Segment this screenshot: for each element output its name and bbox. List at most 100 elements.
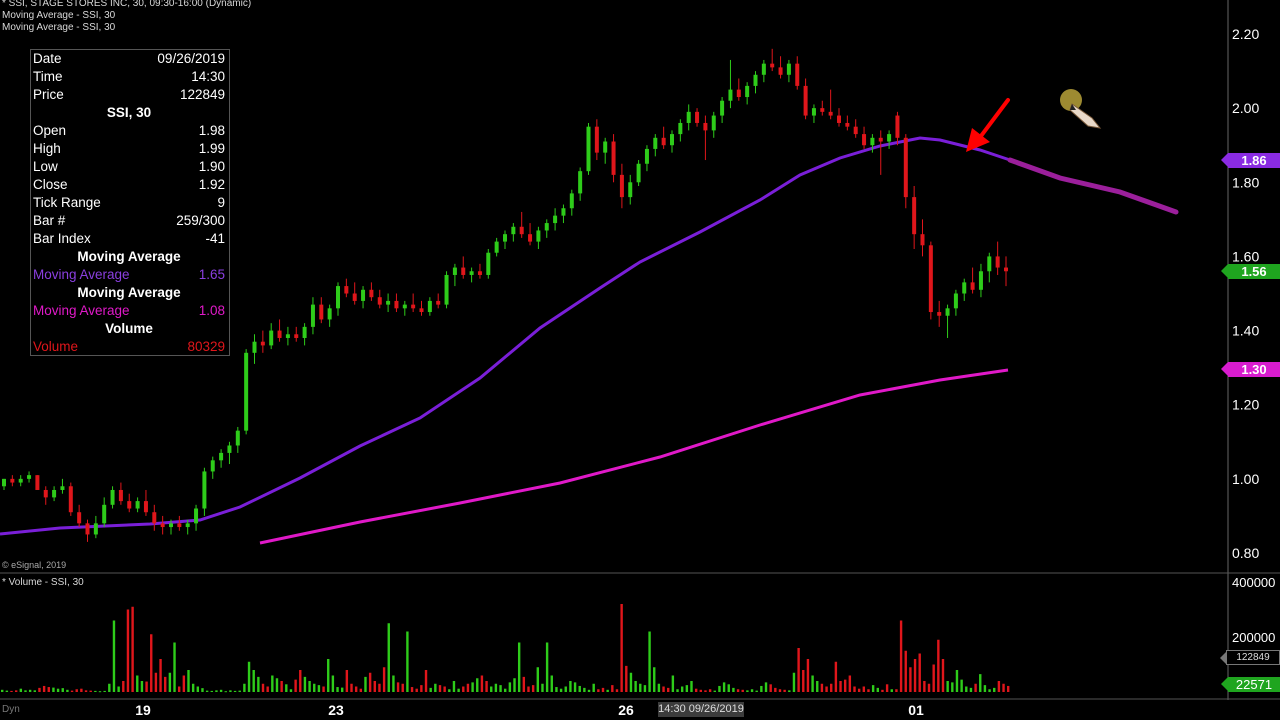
ma1-price-tag: 1.86	[1221, 153, 1280, 168]
volume-bar	[210, 690, 213, 692]
candle-body	[2, 478, 6, 487]
volume-bar	[359, 688, 363, 692]
candle-body	[528, 234, 533, 242]
volume-bar	[555, 687, 558, 692]
volume-bar	[112, 620, 116, 692]
candle-body	[461, 267, 466, 275]
candle-body	[10, 478, 15, 483]
candle-body	[761, 63, 766, 75]
volume-bar	[955, 670, 959, 692]
info-symbol: SSI, 30	[106, 105, 152, 120]
volume-bar	[741, 689, 744, 692]
volume-bar	[592, 683, 595, 692]
candle-body	[118, 489, 123, 502]
info-row-price: Price 122849	[33, 87, 225, 102]
candle-body	[43, 489, 48, 498]
volume-bar	[885, 684, 889, 692]
candle-body	[778, 67, 783, 75]
volume-bar	[252, 670, 255, 692]
volume-bar	[168, 672, 172, 692]
candle-body	[152, 512, 157, 524]
volume-bar	[131, 606, 134, 692]
candle-body	[402, 304, 407, 309]
volume-bar	[797, 648, 800, 692]
volume-bar	[494, 683, 498, 692]
volume-bar	[438, 685, 442, 692]
volume-bar	[340, 687, 344, 692]
volume-bar	[98, 691, 102, 693]
volume-bar	[66, 689, 69, 692]
candle-body	[970, 282, 975, 290]
volume-bar	[117, 686, 120, 692]
copyright-label: © eSignal, 2019	[2, 560, 67, 570]
volume-bar	[457, 688, 460, 692]
volume-bar	[354, 686, 358, 692]
volume-bar	[559, 688, 563, 692]
volume-tick-label: 400000	[1232, 575, 1275, 590]
candle-body	[102, 504, 107, 524]
candle-body	[853, 126, 858, 135]
volume-bar	[271, 675, 274, 692]
price-tick-label: 1.20	[1232, 397, 1259, 413]
volume-bar	[247, 661, 251, 692]
volume-bar	[387, 623, 390, 692]
volume-bar	[708, 689, 712, 692]
volume-bar	[648, 631, 651, 692]
volume-bar	[676, 689, 679, 692]
volume-bar	[974, 683, 977, 692]
volume-bar	[313, 683, 316, 692]
candle-body	[753, 74, 758, 86]
volume-bar	[522, 676, 526, 692]
pencil-tip-icon	[1070, 104, 1076, 110]
volume-bar	[909, 667, 912, 692]
candle-body	[653, 137, 658, 149]
candle-body	[310, 304, 315, 327]
volume-bar	[24, 690, 27, 692]
volume-bar	[746, 690, 749, 692]
volume-last-tag: 22571	[1221, 677, 1280, 692]
volume-bar	[266, 686, 269, 692]
candle-body	[210, 460, 215, 472]
info-row-bar-index: Bar Index -41	[33, 231, 225, 246]
volume-bar	[541, 683, 544, 692]
price-tick-label: 2.00	[1232, 100, 1259, 116]
volume-bar	[508, 682, 512, 692]
price-tick-label: 1.40	[1232, 323, 1259, 339]
volume-bar	[531, 685, 535, 692]
candle-body	[503, 234, 507, 242]
volume-bar	[778, 689, 782, 692]
info-row-high: High 1.99	[33, 141, 225, 156]
volume-bar	[238, 690, 241, 692]
candle-body	[93, 523, 98, 535]
candle-body	[695, 111, 700, 123]
volume-tick-label: 200000	[1232, 630, 1275, 645]
volume-bar	[47, 687, 50, 692]
candle-body	[235, 430, 240, 446]
candle-body	[578, 171, 583, 194]
volume-bar	[280, 681, 283, 692]
candle-body	[135, 501, 140, 509]
pencil-cursor-icon	[1069, 103, 1102, 129]
candle-body	[377, 297, 382, 305]
candle-body	[169, 523, 173, 528]
candle-body	[344, 286, 349, 294]
candle-body	[920, 234, 925, 246]
volume-bar	[103, 690, 106, 692]
candle-body	[85, 523, 90, 535]
volume-bar	[38, 687, 41, 692]
volume-bar	[601, 687, 605, 692]
volume-bar	[820, 683, 824, 692]
candle-body	[143, 501, 148, 513]
dynamic-mode-button[interactable]: Dyn	[2, 704, 20, 715]
volume-pane-title: * Volume - SSI, 30	[2, 577, 84, 588]
volume-bar	[345, 670, 349, 692]
volume-bar	[490, 686, 493, 692]
info-row-volume: Volume 80329	[33, 339, 225, 354]
volume-bar	[718, 685, 721, 692]
volume-bar	[913, 659, 917, 692]
candle-body	[436, 300, 441, 305]
candle-body	[803, 85, 808, 116]
volume-bar	[1, 689, 4, 692]
candle-body	[553, 215, 558, 224]
